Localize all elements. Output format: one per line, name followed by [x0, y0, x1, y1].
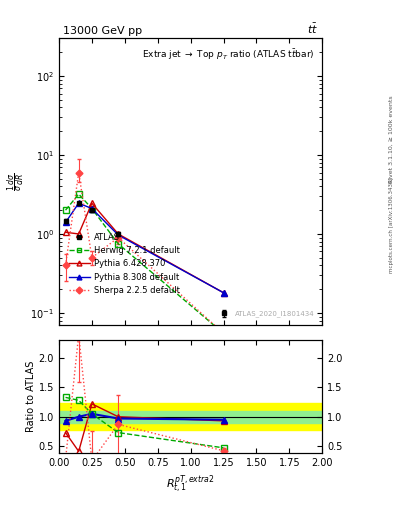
X-axis label: $R_{t,1}^{pT,extra2}$: $R_{t,1}^{pT,extra2}$: [166, 474, 215, 496]
Text: ATLAS_2020_I1801434: ATLAS_2020_I1801434: [235, 310, 314, 316]
Y-axis label: Ratio to ATLAS: Ratio to ATLAS: [26, 361, 36, 433]
Text: mcplots.cern.ch [arXiv:1306.3436]: mcplots.cern.ch [arXiv:1306.3436]: [389, 177, 393, 272]
Legend: ATLAS, Herwig 7.2.1 default, Pythia 6.428 370, Pythia 8.308 default, Sherpa 2.2.: ATLAS, Herwig 7.2.1 default, Pythia 6.42…: [66, 230, 183, 298]
Y-axis label: $\frac{1}{\sigma}\frac{d\sigma}{dR}$: $\frac{1}{\sigma}\frac{d\sigma}{dR}$: [6, 173, 28, 191]
Text: Extra jet $\rightarrow$ Top $p_T$ ratio (ATLAS t$\bar{t}$bar): Extra jet $\rightarrow$ Top $p_T$ ratio …: [142, 47, 314, 62]
Text: Rivet 3.1.10, ≥ 100k events: Rivet 3.1.10, ≥ 100k events: [389, 95, 393, 183]
Text: 13000 GeV pp: 13000 GeV pp: [63, 26, 142, 36]
Text: $t\bar{t}$: $t\bar{t}$: [307, 22, 318, 36]
